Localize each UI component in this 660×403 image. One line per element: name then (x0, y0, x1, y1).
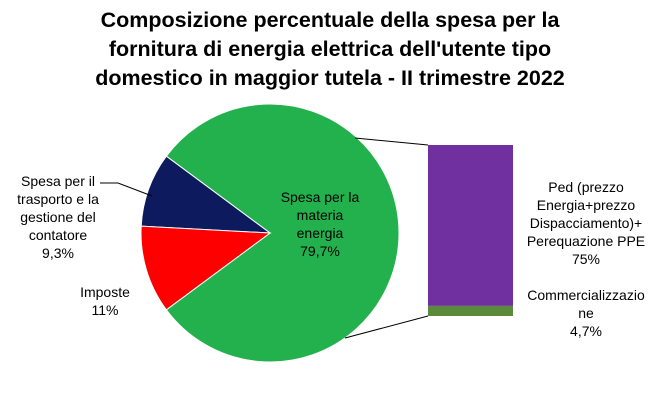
slice-label-energia-line-2: materia (296, 207, 344, 223)
bar-label-ped-line-3: Dispacciamento)+ (529, 215, 643, 231)
leader-line-trasporto (100, 182, 153, 197)
slice-label-trasporto-line-1: Spesa per il (21, 173, 95, 189)
bar-label-ped-line-2: Energia+prezzo (536, 197, 636, 213)
connector-line-top (354, 137, 429, 146)
slice-label-trasporto-line-4: contatore (28, 227, 88, 243)
bar-value-ped: 75% (571, 251, 601, 267)
chart-title-line-1: Composizione percentuale della spesa per… (100, 8, 560, 32)
bar-segment-commercializzazione (428, 305, 513, 316)
pie-slice-energia (165, 103, 400, 363)
slice-label-trasporto: Spesa per il trasporto e la gestione del… (8, 172, 108, 262)
chart-title: Composizione percentuale della spesa per… (0, 6, 660, 93)
slice-value-energia: 79,7% (300, 243, 340, 259)
chart-title-line-2: fornitura di energia elettrica dell'uten… (108, 37, 552, 61)
slice-label-imposte-line-1: Imposte (80, 284, 130, 300)
slice-label-trasporto-line-3: gestione del (20, 209, 96, 225)
bar-label-ped: Ped (prezzo Energia+prezzo Dispacciament… (512, 178, 660, 268)
slice-label-energia-line-1: Spesa per la (280, 189, 360, 205)
slice-value-trasporto: 9,3% (42, 245, 74, 261)
slice-value-imposte: 11% (91, 302, 119, 318)
chart-title-line-3: domestico in maggior tutela - II trimest… (95, 66, 565, 90)
bar-label-commercializzazione-line-1: Commercializzazio (527, 287, 645, 303)
connector-line-bottom (344, 315, 429, 339)
pie-slice-imposte (140, 225, 272, 311)
bar-label-commercializzazione: Commercializzazio ne 4,7% (512, 286, 660, 340)
slice-label-imposte: Imposte 11% (60, 283, 150, 319)
bar-label-commercializzazione-line-2: ne (578, 305, 594, 321)
bar-value-commercializzazione: 4,7% (570, 323, 602, 339)
slice-label-energia-line-3: energia (296, 225, 344, 241)
slice-label-trasporto-line-2: trasporto e la (17, 191, 99, 207)
bar-label-ped-line-4: Perequazione PPE (526, 233, 646, 249)
bar-segment-ped (428, 145, 513, 306)
slice-label-energia: Spesa per la materia energia 79,7% (250, 188, 390, 260)
bar-label-ped-line-1: Ped (prezzo (548, 179, 624, 195)
